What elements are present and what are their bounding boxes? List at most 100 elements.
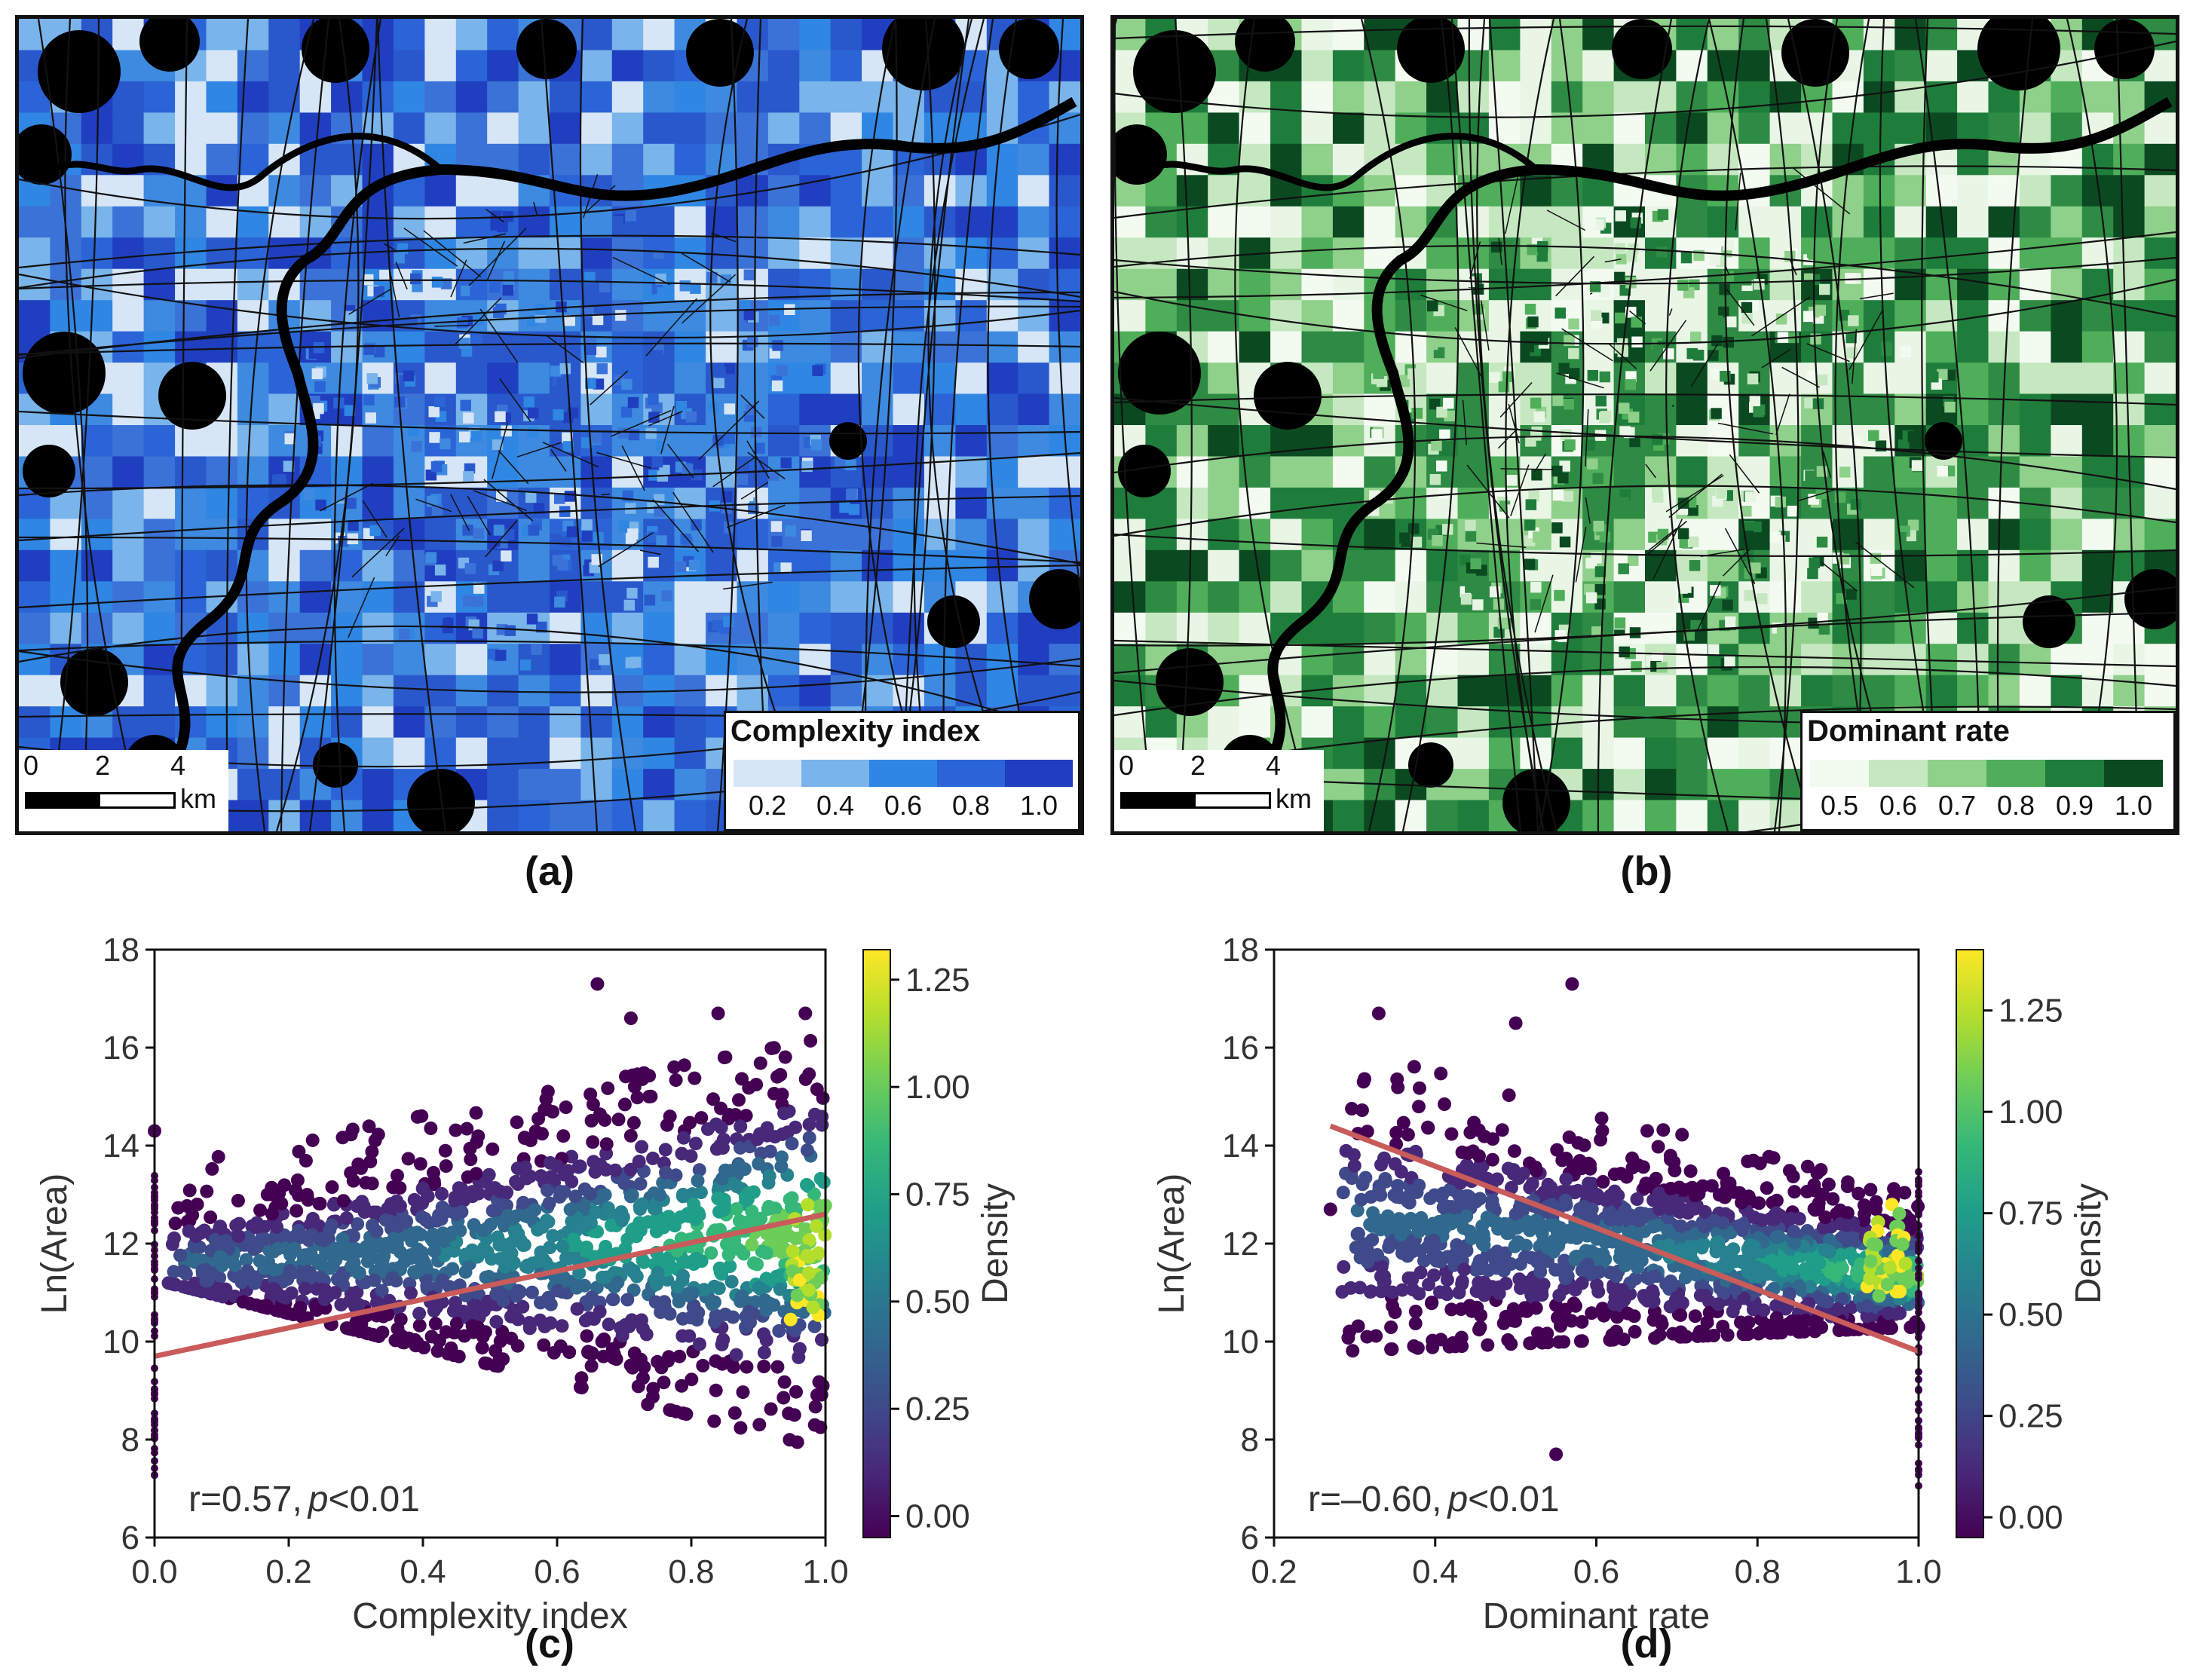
data-point (173, 1248, 187, 1262)
river-branch (1143, 133, 1539, 191)
data-point (646, 1390, 660, 1404)
data-point (599, 1240, 613, 1253)
data-point (347, 1256, 361, 1270)
scale-tick-0: 0 (23, 750, 39, 781)
data-point (686, 1286, 700, 1300)
data-point (489, 1287, 504, 1302)
data-point (465, 1319, 479, 1333)
data-point (757, 1345, 771, 1360)
data-point (1369, 1329, 1383, 1343)
data-point (556, 1239, 570, 1253)
data-point (1459, 1209, 1474, 1223)
data-point (365, 1145, 379, 1158)
data-point (718, 1050, 733, 1064)
data-point (734, 1119, 748, 1134)
data-point (1747, 1240, 1762, 1254)
data-point (412, 1318, 427, 1333)
data-point (1463, 1224, 1477, 1238)
data-point (176, 1264, 190, 1278)
data-point (1701, 1329, 1715, 1343)
data-point (398, 1215, 412, 1229)
data-point (189, 1253, 204, 1266)
data-point (595, 1334, 609, 1348)
data-point (1688, 1309, 1702, 1323)
legend-swatch (1005, 760, 1073, 787)
data-point (303, 1266, 317, 1280)
x-tick-label: 0.4 (1412, 1553, 1458, 1590)
data-point (265, 1207, 279, 1221)
data-point (1351, 1319, 1365, 1333)
legend-tick-label: 0.7 (1937, 790, 1977, 821)
data-point (1412, 1178, 1426, 1192)
data-point (810, 1082, 824, 1097)
data-point (807, 1319, 822, 1333)
data-point (469, 1106, 483, 1120)
regression-line (154, 1211, 826, 1359)
y-tick-label: 14 (1222, 1128, 1259, 1164)
data-point (742, 1305, 756, 1319)
data-point (1883, 1260, 1897, 1275)
data-point (1760, 1181, 1774, 1195)
data-point (686, 1300, 700, 1314)
data-point (1455, 1277, 1469, 1291)
outlier-point (711, 1006, 725, 1021)
data-point (630, 1067, 645, 1082)
x-tick-label: 0.8 (668, 1553, 714, 1590)
legend-swatch (1810, 760, 1869, 787)
data-point (1478, 1288, 1491, 1302)
colorbar-tick-label: 0.75 (905, 1177, 970, 1213)
data-point (1360, 1125, 1374, 1139)
data-point (1374, 1188, 1388, 1202)
data-point (1556, 1231, 1570, 1245)
outlier-point (1508, 1016, 1523, 1030)
data-point (1649, 1171, 1663, 1186)
map-dominant-rate: 0 2 4 km Dominant rate 0.5 0.6 0.7 0.8 0.9 1.… (1110, 15, 2179, 835)
data-point (458, 1265, 473, 1279)
data-point (506, 1211, 520, 1226)
data-point (1734, 1315, 1747, 1330)
legend-ticks: 0.2 0.4 0.6 0.8 1.0 (734, 790, 1073, 822)
data-point (522, 1321, 537, 1336)
data-point (1822, 1244, 1836, 1259)
water-blob (686, 19, 754, 87)
data-point (801, 1266, 816, 1280)
water-blob (60, 648, 128, 716)
data-point (810, 1388, 824, 1402)
water-blob (1029, 569, 1080, 629)
data-point (199, 1274, 213, 1288)
data-point (770, 1070, 784, 1084)
annotation-threshold: <0.01 (328, 1480, 419, 1519)
y-tick-label: 8 (1241, 1421, 1259, 1458)
data-point (709, 1354, 723, 1368)
data-point (541, 1215, 556, 1229)
data-point (657, 1376, 671, 1390)
legend-ticks: 0.5 0.6 0.7 0.8 0.9 1.0 (1810, 790, 2163, 822)
legend-tick-label: 0.2 (748, 790, 787, 821)
data-point (253, 1203, 268, 1217)
data-point (528, 1125, 543, 1138)
water-blob (1612, 19, 1672, 79)
data-point (792, 1342, 807, 1356)
water-blob (313, 742, 358, 788)
water-blob (139, 19, 200, 72)
data-point (1390, 1187, 1404, 1201)
data-point (289, 1204, 304, 1218)
legend-complexity-index: Complexity index 0.2 0.4 0.6 0.8 1.0 (724, 711, 1080, 831)
data-point (1472, 1254, 1487, 1268)
data-point (631, 1379, 645, 1394)
data-point (611, 1275, 625, 1290)
data-point (412, 1306, 427, 1320)
data-point (620, 1293, 635, 1307)
data-point (187, 1282, 201, 1296)
data-point (1585, 1306, 1599, 1320)
data-point (190, 1198, 204, 1211)
data-point (1840, 1180, 1855, 1193)
data-point (1695, 1179, 1710, 1193)
data-point (1530, 1214, 1545, 1229)
x-tick-label: 0.2 (1251, 1553, 1297, 1590)
annotation-r: r=–0.60, (1308, 1480, 1441, 1519)
y-tick-label: 18 (1222, 932, 1259, 969)
caption-d: (d) (1620, 1621, 1673, 1666)
data-point (1726, 1242, 1741, 1256)
data-point (1630, 1192, 1644, 1206)
